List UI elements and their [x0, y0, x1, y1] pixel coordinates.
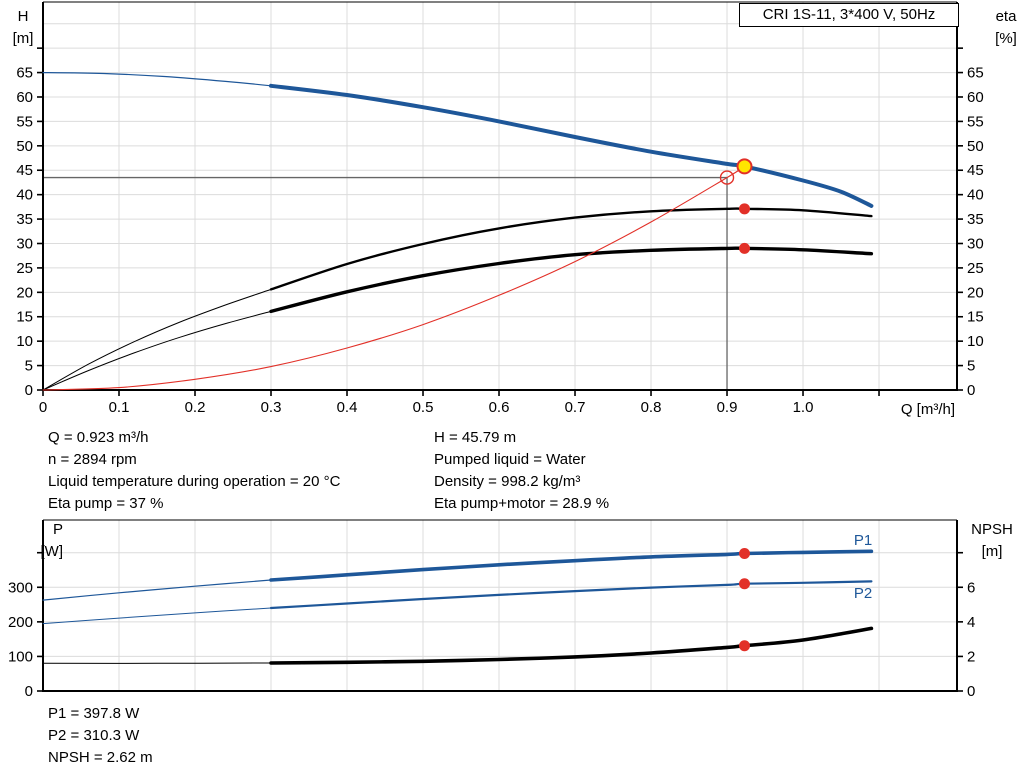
tick-label-right: 6 [967, 579, 975, 596]
operating-data-left: Q = 0.923 m³/h n = 2894 rpm Liquid tempe… [48, 427, 340, 515]
tick-label-left: 45 [16, 162, 33, 179]
tick-label-left: 55 [16, 113, 33, 130]
eta-pump-value: Eta pump = 37 % [48, 495, 164, 512]
x-axis-title-flow: Q [m³/h] [900, 401, 955, 418]
tick-label-right: 55 [967, 113, 984, 130]
H-curve-low-range-curve [42, 72, 272, 87]
tick-label-right: 30 [967, 235, 984, 252]
tick-label-x: 0 [39, 399, 47, 416]
p-label: P [52, 521, 63, 538]
Eta-pump-motor-curve [269, 246, 874, 314]
H-curve-curve [269, 83, 874, 208]
System-curve-curve [42, 165, 746, 391]
p2-value: P2 = 310.3 W [48, 727, 140, 744]
operating-point-npsh-marker [738, 640, 750, 652]
P2-low-range-curve [42, 607, 272, 625]
p-unit-label: [W] [40, 543, 64, 560]
tick-label-x: 0.9 [717, 399, 738, 416]
eta-label: eta [995, 8, 1017, 25]
Eta-pump-low-range-curve [42, 288, 272, 391]
tick-label-left: 10 [16, 333, 33, 350]
Eta-pump-curve [269, 207, 873, 291]
tick-label-right: 25 [967, 260, 984, 277]
tick-label-left: 20 [16, 284, 33, 301]
tick-label-left: 5 [25, 358, 33, 375]
tick-label-left: 35 [16, 211, 33, 228]
tick-label-right: 4 [967, 614, 975, 631]
tick-label-left: 0 [25, 382, 33, 399]
p1-value: P1 = 397.8 W [48, 705, 140, 722]
tick-label-right: 20 [967, 284, 984, 301]
right-axis-title-npsh: NPSH [m] [962, 519, 1022, 563]
tick-label-right: 5 [967, 358, 975, 375]
power-npsh-chart: 0 100 200 300 0 2 4 6 [8, 519, 975, 700]
npsh-unit-label: [m] [981, 543, 1003, 560]
tick-label-right: 50 [967, 138, 984, 155]
tick-label-right: 35 [967, 211, 984, 228]
tick-label-right: 15 [967, 309, 984, 326]
tick-label-left: 0 [25, 683, 33, 700]
operating-point-eta-pump-marker [738, 203, 750, 215]
operating-point-eta-pump-motor-marker [738, 242, 750, 254]
tick-label-left: 40 [16, 187, 33, 204]
tick-label-right: 45 [967, 162, 984, 179]
npsh-value: NPSH = 2.62 m [48, 749, 153, 766]
P1-curve [269, 549, 874, 582]
Eta-pump-motor-low-range-curve [42, 310, 272, 391]
tick-label-right: 0 [967, 382, 975, 399]
operating-point-head-marker [736, 158, 753, 175]
NPSH-curve [269, 626, 874, 665]
tick-label-x: 0.1 [109, 399, 130, 416]
speed-value: n = 2894 rpm [48, 451, 137, 468]
tick-label-left: 30 [16, 235, 33, 252]
tick-label-left: 300 [8, 579, 33, 596]
eta-unit-label: [%] [995, 30, 1017, 47]
pump-model-box: CRI 1S-11, 3*400 V, 50Hz [739, 3, 959, 27]
tick-label-right: 2 [967, 648, 975, 665]
npsh-label: NPSH [971, 521, 1013, 538]
tick-label-left: 200 [8, 614, 33, 631]
tick-label-right: 0 [967, 683, 975, 700]
h-unit-label: [m] [12, 30, 34, 47]
P2-curve [269, 580, 873, 610]
tick-label-left: 65 [16, 65, 33, 82]
operating-point-p2-marker [738, 578, 750, 590]
liquid-temperature-value: Liquid temperature during operation = 20… [48, 473, 341, 490]
left-axis-title-head: H [m] [8, 6, 38, 50]
right-axis-title-eta: eta [%] [984, 6, 1024, 50]
head-value: H = 45.79 m [434, 429, 517, 446]
tick-label-x: 0.3 [261, 399, 282, 416]
tick-label-left: 50 [16, 138, 33, 155]
requested-duty-point-marker [719, 170, 735, 185]
tick-label-x: 0.6 [489, 399, 510, 416]
eta-pump-motor-value: Eta pump+motor = 28.9 % [434, 495, 610, 512]
h-label: H [17, 8, 29, 25]
tick-label-x: 0.7 [565, 399, 586, 416]
tick-label-x: 0.5 [413, 399, 434, 416]
head-eta-chart: 0 5 10 15 20 25 30 35 40 45 50 55 60 65 0 5 10 15 20 25 30 35… [16, 1, 984, 416]
power-npsh-values: P1 = 397.8 W P2 = 310.3 W NPSH = 2.62 m [48, 703, 153, 769]
density-value: Density = 998.2 kg/m³ [434, 473, 581, 490]
flow-value: Q = 0.923 m³/h [48, 429, 149, 446]
tick-label-x: 0.2 [185, 399, 206, 416]
tick-label-left: 15 [16, 309, 33, 326]
tick-label-x: 0.8 [641, 399, 662, 416]
p1-curve-label: P1 [853, 532, 873, 549]
tick-label-right: 40 [967, 187, 984, 204]
p2-curve-label: P2 [853, 585, 873, 602]
pumped-liquid-value: Pumped liquid = Water [434, 451, 586, 468]
tick-label-right: 65 [967, 65, 984, 82]
tick-label-right: 10 [967, 333, 984, 350]
P1-low-range-curve [42, 579, 272, 601]
left-axis-title-power: P [W] [16, 519, 64, 563]
tick-label-left: 100 [8, 648, 33, 665]
tick-label-x: 0.4 [337, 399, 358, 416]
tick-label-left: 25 [16, 260, 33, 277]
tick-label-right: 60 [967, 89, 984, 106]
operating-point-p1-marker [738, 547, 750, 559]
tick-label-x: 1.0 [793, 399, 814, 416]
tick-label-left: 60 [16, 89, 33, 106]
operating-data-right: H = 45.79 m Pumped liquid = Water Densit… [434, 427, 609, 515]
